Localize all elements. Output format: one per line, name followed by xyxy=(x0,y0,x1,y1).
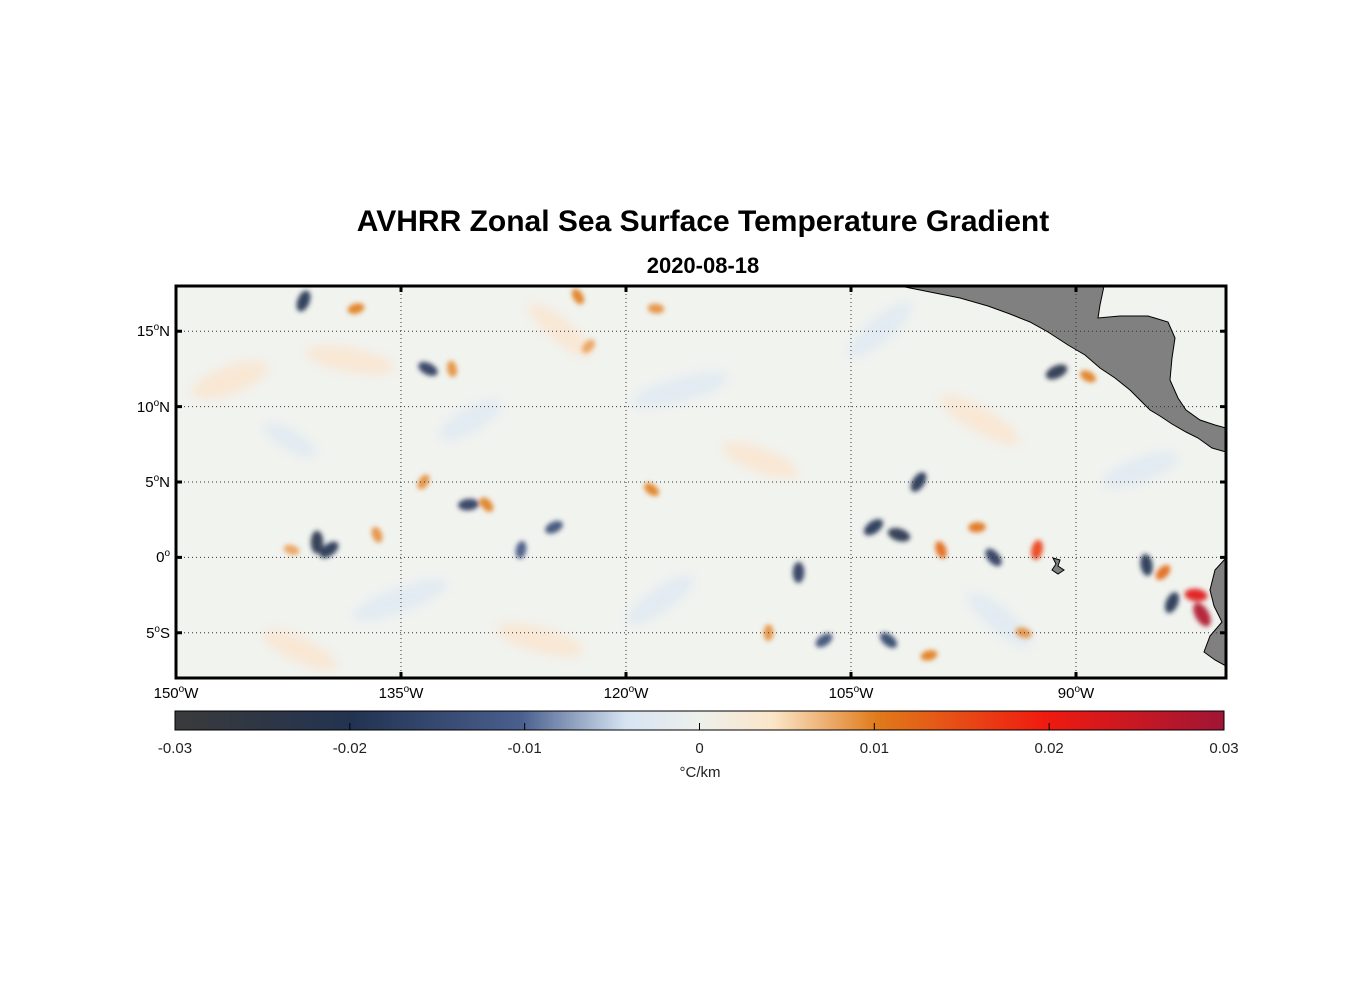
gradient-feature xyxy=(792,561,805,583)
colorbar-tick-label: -0.02 xyxy=(332,740,367,757)
colorbar-tick-label: 0.01 xyxy=(859,740,889,757)
gradient-feature xyxy=(417,474,430,490)
gradient-feature xyxy=(1045,364,1068,380)
gradient-feature xyxy=(446,360,458,378)
lat-tick-label: 10oN xyxy=(136,397,170,416)
gradient-feature xyxy=(571,288,585,305)
gradient-feature xyxy=(968,522,986,533)
lon-tick-label: 150oW xyxy=(153,684,199,702)
lon-tick-label: 105oW xyxy=(828,684,874,702)
lon-tick-label: 90oW xyxy=(1057,684,1095,702)
lat-tick-label: 5oS xyxy=(146,623,170,642)
lat-tick-label: 0o xyxy=(156,548,170,567)
gradient-feature xyxy=(418,361,438,376)
lat-tick-label: 5oN xyxy=(145,473,170,491)
lon-tick-label: 135oW xyxy=(378,684,424,702)
gradient-feature xyxy=(910,472,927,492)
gradient-feature xyxy=(815,633,833,648)
gradient-feature xyxy=(479,497,494,512)
lat-tick-label: 15oN xyxy=(136,322,170,341)
gradient-feature xyxy=(1031,539,1043,560)
colorbar-unit: °C/km xyxy=(679,764,721,781)
gradient-feature xyxy=(1140,554,1153,576)
gradient-feature xyxy=(545,520,563,534)
gridlines xyxy=(176,286,1226,678)
gradient-feature xyxy=(1165,592,1179,614)
gradient-feature xyxy=(310,530,324,554)
lon-tick-label: 120oW xyxy=(603,684,649,702)
gradient-feature xyxy=(935,541,947,559)
gradient-feature xyxy=(347,303,365,314)
land-central-america xyxy=(899,286,1226,453)
land-south-america xyxy=(1203,557,1226,667)
gradient-feature xyxy=(1015,627,1032,639)
gradient-feature xyxy=(647,303,665,314)
gradient-feature xyxy=(863,519,884,536)
gradient-feature xyxy=(458,498,479,511)
gradient-feature xyxy=(1184,588,1208,602)
colorbar-border xyxy=(174,710,1225,731)
sst-gradient-anomalies xyxy=(283,288,1211,661)
gradient-feature xyxy=(1080,370,1096,383)
gradient-feature xyxy=(319,541,339,559)
colorbar-tick-label: 0.03 xyxy=(1209,740,1239,757)
gradient-feature xyxy=(644,482,659,497)
gradient-feature xyxy=(985,548,1002,567)
colorbar-ticks xyxy=(174,710,1225,731)
colorbar-tick-label: 0.02 xyxy=(1034,740,1064,757)
gradient-feature xyxy=(920,650,938,661)
colorbar-tick-label: -0.01 xyxy=(507,740,542,757)
gradient-feature xyxy=(1155,565,1171,580)
gradient-feature xyxy=(1193,602,1211,627)
land-galapagos xyxy=(1051,557,1065,575)
gradient-feature xyxy=(515,540,527,559)
gradient-feature xyxy=(879,632,898,648)
chart-subtitle: 2020-08-18 xyxy=(646,253,760,278)
colorbar-tick-label: 0 xyxy=(695,740,704,757)
colorbar-tick-label: -0.03 xyxy=(157,740,193,757)
chart-title: AVHRR Zonal Sea Surface Temperature Grad… xyxy=(356,205,1050,238)
gradient-feature xyxy=(887,527,911,542)
gradient-feature xyxy=(582,339,595,354)
background-texture xyxy=(192,302,1178,671)
frame-ticks xyxy=(174,286,1226,678)
gradient-feature xyxy=(296,290,311,312)
gradient-feature xyxy=(371,526,383,543)
colorbar xyxy=(175,711,1224,730)
gradient-feature xyxy=(283,544,300,555)
